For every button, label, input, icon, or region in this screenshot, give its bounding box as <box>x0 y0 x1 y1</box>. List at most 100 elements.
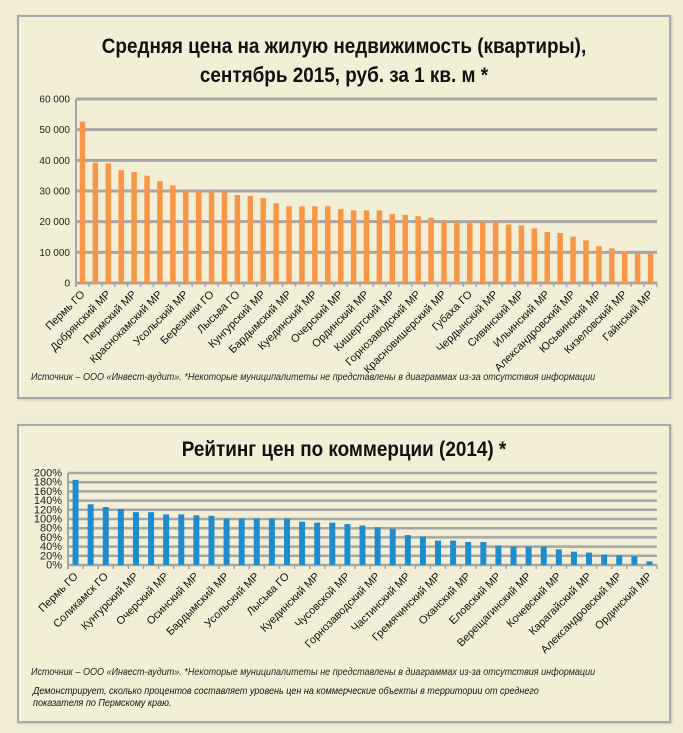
bar <box>117 508 124 565</box>
bar <box>238 518 245 565</box>
y-tick-label: 40 000 <box>39 156 70 167</box>
bar <box>540 546 547 565</box>
bar <box>402 214 408 283</box>
chart-title-line-2: сентябрь 2015, руб. за 1 кв. м * <box>199 64 489 87</box>
bar <box>260 198 266 283</box>
bar <box>450 540 457 565</box>
bar <box>465 542 472 565</box>
y-tick-label: 100% <box>34 514 62 526</box>
chart-title: Средняя цена на жилую недвижимость (квар… <box>52 32 637 90</box>
bar <box>247 195 254 283</box>
bar <box>479 222 486 283</box>
bar <box>208 191 215 283</box>
y-tick-label: 30 000 <box>39 187 70 198</box>
bar <box>157 181 163 283</box>
bar <box>531 228 538 283</box>
bar <box>570 551 577 565</box>
bar <box>389 528 396 565</box>
y-tick-label: 120% <box>34 504 62 516</box>
bar <box>631 556 638 565</box>
bar <box>586 552 593 565</box>
y-tick-label: 50 000 <box>39 125 70 136</box>
y-tick-label: 200% <box>34 468 62 480</box>
bar <box>325 206 331 283</box>
bar <box>359 525 366 565</box>
bar <box>435 540 442 565</box>
y-tick-label: 10 000 <box>39 248 70 259</box>
chart-title: Рейтинг цен по коммерции (2014) * <box>181 438 507 461</box>
bar <box>286 206 292 283</box>
bar <box>389 214 396 283</box>
source-note: Источник – ООО «Инвест-аудит». *Некоторы… <box>31 371 596 383</box>
y-tick-label: 0 <box>64 279 70 290</box>
bar <box>312 206 318 283</box>
bar <box>223 518 230 565</box>
bar <box>646 561 653 565</box>
bar <box>454 222 460 283</box>
housing-price-chart-panel: Средняя цена на жилую недвижимость (квар… <box>17 15 671 399</box>
bar <box>105 163 112 283</box>
bar <box>505 224 512 283</box>
bar <box>170 185 176 283</box>
description-note: Демонстрирует, сколько процентов составл… <box>33 685 539 709</box>
bar <box>72 479 79 565</box>
y-tick-label: 40% <box>40 541 62 553</box>
bar <box>131 171 137 283</box>
bar <box>596 246 602 283</box>
bar <box>178 514 185 565</box>
bar <box>118 170 124 283</box>
bar <box>419 536 426 565</box>
bar <box>102 507 109 565</box>
chart-title-line-1: Средняя цена на жилую недвижимость (квар… <box>101 35 587 58</box>
bar <box>525 546 532 565</box>
bar <box>634 253 641 283</box>
bar <box>583 240 589 283</box>
bar <box>344 524 351 565</box>
bar <box>87 504 94 565</box>
bar <box>518 225 525 283</box>
bar <box>337 209 344 283</box>
bar <box>428 217 434 283</box>
bar <box>467 222 473 283</box>
bar <box>570 236 576 283</box>
bar <box>132 512 139 565</box>
bar <box>363 210 370 283</box>
source-note: Источник – ООО «Инвест-аудит». *Некоторы… <box>31 666 596 678</box>
x-category-label: Ординский МР <box>593 571 655 633</box>
bar <box>616 555 623 565</box>
bar <box>273 203 279 283</box>
bar <box>510 546 517 565</box>
bar <box>329 522 336 565</box>
commercial-rating-bar-chart: 0%20%40%60%80%100%120%140%160%180%200%Пе… <box>34 468 658 656</box>
bar <box>415 216 421 283</box>
bar <box>601 554 608 565</box>
bar <box>299 521 306 565</box>
y-tick-label: 160% <box>34 486 62 498</box>
bar <box>314 522 321 565</box>
bar <box>647 253 654 283</box>
bar <box>404 535 411 565</box>
bar <box>92 162 99 283</box>
bar <box>441 221 447 283</box>
commercial-rating-chart-panel: Рейтинг цен по коммерции (2014) * 0% 20% 4… <box>17 424 671 723</box>
y-tick-label: 60% <box>40 532 62 544</box>
bar <box>79 121 86 284</box>
y-tick-label: 60 000 <box>39 95 70 106</box>
bar <box>283 518 290 565</box>
bar <box>350 210 357 283</box>
bar <box>253 518 260 565</box>
bar <box>193 515 200 565</box>
bar <box>621 251 628 283</box>
bar <box>299 206 305 283</box>
bar <box>182 190 189 283</box>
bar <box>234 194 241 283</box>
bar <box>268 518 275 565</box>
bar <box>557 233 563 283</box>
bar <box>374 527 381 565</box>
bar <box>609 248 615 283</box>
bar <box>208 515 215 565</box>
bar <box>495 545 502 565</box>
y-tick-label: 0% <box>46 560 62 572</box>
bar <box>480 542 487 565</box>
